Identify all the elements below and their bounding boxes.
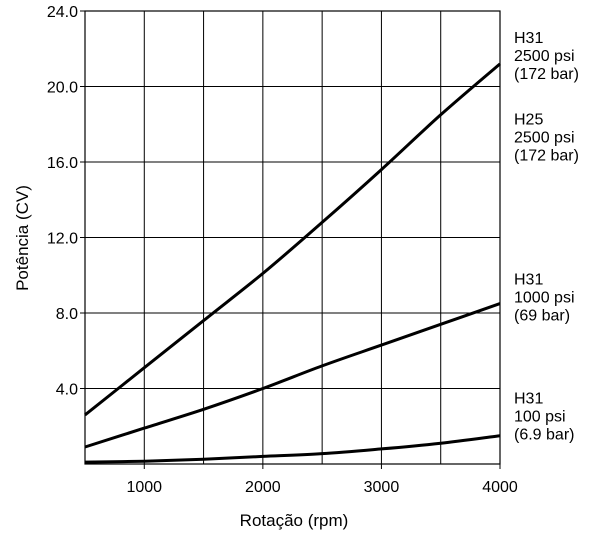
series-lines bbox=[84, 62, 501, 464]
y-tick-label: 8.0 bbox=[56, 306, 78, 323]
x-tick-label: 3000 bbox=[364, 479, 400, 496]
x-tick-label: 2000 bbox=[245, 479, 281, 496]
x-tick-label: 1000 bbox=[126, 479, 162, 496]
y-tick-label: 16.0 bbox=[47, 155, 78, 172]
grid-lines bbox=[85, 11, 500, 464]
series-line-2 bbox=[84, 302, 501, 449]
series-annotation-line: H25 bbox=[514, 111, 543, 128]
y-tick-label: 20.0 bbox=[47, 80, 78, 97]
y-tick-labels: 4.0 8.0 12.0 16.0 20.0 24.0 bbox=[47, 4, 78, 399]
y-axis-title: Potência (CV) bbox=[13, 185, 32, 291]
series-annotation-line: 100 psi bbox=[514, 409, 566, 426]
series-annotation-line: 2500 psi bbox=[514, 129, 575, 146]
series-annotation-line: H31 bbox=[514, 391, 543, 408]
series-annotation-line: 1000 psi bbox=[514, 290, 575, 307]
y-tick-label: 4.0 bbox=[56, 382, 78, 399]
series-annotation-line: H31 bbox=[514, 30, 543, 47]
series-line-3 bbox=[84, 434, 501, 464]
series-line-1 bbox=[84, 62, 501, 417]
x-tick-labels: 1000 2000 3000 4000 bbox=[126, 479, 517, 496]
x-tick-label: 4000 bbox=[482, 479, 518, 496]
series-annotation-line: (172 bar) bbox=[514, 147, 579, 164]
series-annotation-line: (172 bar) bbox=[514, 66, 579, 83]
y-tick-label: 12.0 bbox=[47, 231, 78, 248]
plot-frame bbox=[80, 10, 501, 469]
series-annotation-line: (6.9 bar) bbox=[514, 427, 574, 444]
y-tick-label: 24.0 bbox=[47, 4, 78, 21]
series-annotation-line: 2500 psi bbox=[514, 48, 575, 65]
series-annotation-line: (69 bar) bbox=[514, 308, 570, 325]
series-annotation-line: H31 bbox=[514, 272, 543, 289]
x-axis-title: Rotação (rpm) bbox=[240, 511, 349, 530]
